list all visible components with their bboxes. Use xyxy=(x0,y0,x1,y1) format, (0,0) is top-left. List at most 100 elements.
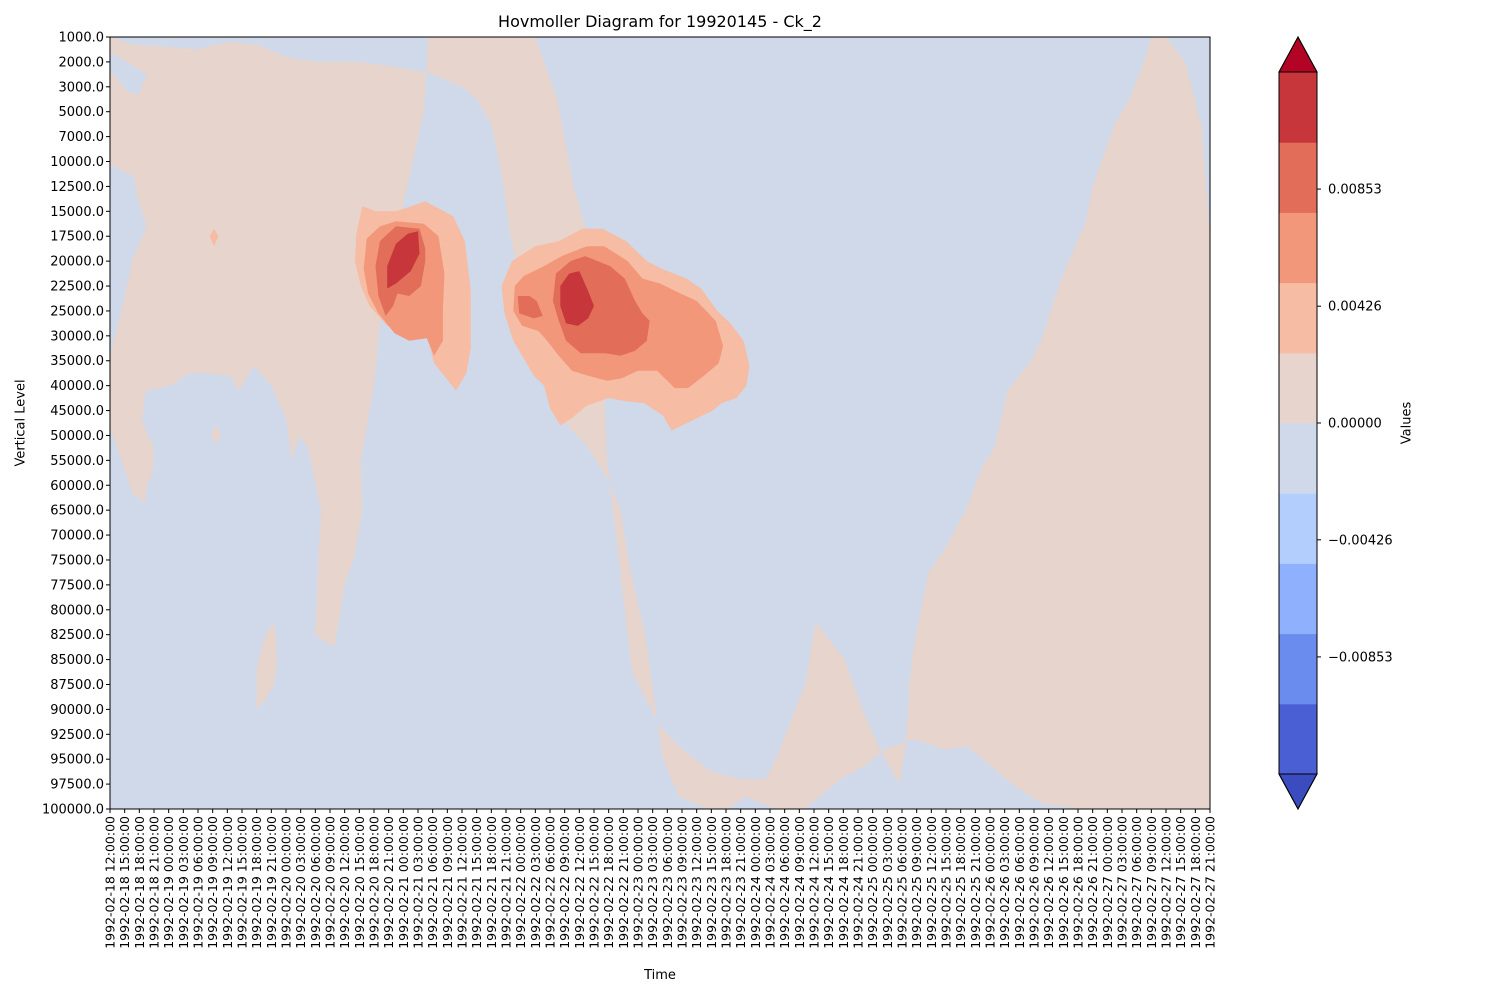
contour-region-7 xyxy=(517,296,543,319)
x-tick-label: 1992-02-27 15:00:00 xyxy=(1173,816,1188,949)
x-tick-label: 1992-02-26 03:00:00 xyxy=(997,816,1012,949)
x-axis-label: Time xyxy=(644,968,676,983)
colorbar-band xyxy=(1279,282,1317,354)
x-tick-label: 1992-02-27 06:00:00 xyxy=(1129,816,1144,949)
colorbar-band xyxy=(1279,493,1317,564)
y-tick-label: 2000.0 xyxy=(59,55,105,70)
y-tick-label: 65000.0 xyxy=(50,504,104,519)
x-axis: 1992-02-18 12:00:00 1992-02-18 15:00:00 19… xyxy=(103,809,1218,949)
x-tick-label: 1992-02-26 15:00:00 xyxy=(1056,816,1071,949)
x-tick-label: 1992-02-22 21:00:00 xyxy=(616,816,631,949)
plot-frame xyxy=(109,36,1211,810)
y-tick-label: 50000.0 xyxy=(50,429,104,444)
colorbar-tick-label: −0.00426 xyxy=(1328,533,1393,548)
x-tick-label: 1992-02-23 03:00:00 xyxy=(645,816,660,949)
y-axis-label: Vertical Level xyxy=(13,379,29,467)
x-tick-label: 1992-02-25 12:00:00 xyxy=(924,816,939,949)
x-tick-label: 1992-02-19 03:00:00 xyxy=(176,816,191,949)
x-tick-label: 1992-02-19 06:00:00 xyxy=(191,816,206,949)
chart-title: Hovmoller Diagram for 19920145 - Ck_2 xyxy=(498,12,822,31)
x-tick-label: 1992-02-26 21:00:00 xyxy=(1085,816,1100,949)
y-tick-label: 15000.0 xyxy=(50,205,104,220)
x-tick-label: 1992-02-26 09:00:00 xyxy=(1027,816,1042,949)
x-tick-label: 1992-02-26 18:00:00 xyxy=(1071,816,1086,949)
y-tick-label: 45000.0 xyxy=(50,404,104,419)
x-tick-label: 1992-02-21 15:00:00 xyxy=(469,816,484,949)
y-tick-label: 82500.0 xyxy=(50,628,104,643)
y-tick-label: 90000.0 xyxy=(50,703,104,718)
y-tick-label: 70000.0 xyxy=(50,529,104,544)
x-tick-label: 1992-02-24 12:00:00 xyxy=(807,816,822,949)
x-tick-label: 1992-02-20 03:00:00 xyxy=(293,816,308,949)
x-tick-label: 1992-02-21 00:00:00 xyxy=(396,816,411,949)
x-tick-label: 1992-02-25 18:00:00 xyxy=(953,816,968,949)
y-tick-label: 92500.0 xyxy=(50,728,104,743)
colorbar-band xyxy=(1279,352,1317,424)
y-tick-label: 3000.0 xyxy=(59,80,105,95)
x-tick-label: 1992-02-21 06:00:00 xyxy=(425,816,440,949)
y-tick-label: 1000.0 xyxy=(59,31,105,46)
x-tick-label: 1992-02-19 18:00:00 xyxy=(249,816,264,949)
colorbar-tick-label: 0.00426 xyxy=(1328,300,1382,315)
y-tick-label: 5000.0 xyxy=(59,105,105,120)
x-tick-label: 1992-02-27 00:00:00 xyxy=(1100,816,1115,949)
x-tick-label: 1992-02-19 12:00:00 xyxy=(220,816,235,949)
x-tick-label: 1992-02-20 06:00:00 xyxy=(308,816,323,949)
x-tick-label: 1992-02-25 15:00:00 xyxy=(939,816,954,949)
contour-layer xyxy=(110,37,1210,809)
y-tick-label: 60000.0 xyxy=(50,479,104,494)
x-tick-label: 1992-02-22 09:00:00 xyxy=(557,816,572,949)
x-tick-label: 1992-02-23 09:00:00 xyxy=(675,816,690,949)
y-tick-label: 77500.0 xyxy=(50,578,104,593)
y-tick-label: 95000.0 xyxy=(50,753,104,768)
colorbar-band xyxy=(1279,563,1317,635)
x-tick-label: 1992-02-23 12:00:00 xyxy=(689,816,704,949)
x-tick-label: 1992-02-27 03:00:00 xyxy=(1115,816,1130,949)
x-tick-label: 1992-02-22 12:00:00 xyxy=(572,816,587,949)
y-tick-label: 100000.0 xyxy=(42,803,104,818)
y-tick-label: 87500.0 xyxy=(50,678,104,693)
x-tick-label: 1992-02-23 21:00:00 xyxy=(733,816,748,949)
x-tick-label: 1992-02-22 06:00:00 xyxy=(543,816,558,949)
x-tick-label: 1992-02-20 12:00:00 xyxy=(337,816,352,949)
x-tick-label: 1992-02-27 09:00:00 xyxy=(1144,816,1159,949)
colorbar: 0.00853 0.00426 0.00000 −0.00426 −0.00853 xyxy=(1278,35,1393,811)
colorbar-extend-max xyxy=(1278,35,1318,73)
colorbar-extend-min xyxy=(1278,773,1318,811)
y-tick-label: 40000.0 xyxy=(50,379,104,394)
colorbar-band xyxy=(1279,423,1317,494)
x-tick-label: 1992-02-20 18:00:00 xyxy=(367,816,382,949)
x-tick-label: 1992-02-23 18:00:00 xyxy=(719,816,734,949)
y-tick-label: 20000.0 xyxy=(50,255,104,270)
x-tick-label: 1992-02-24 03:00:00 xyxy=(763,816,778,949)
y-tick-label: 12500.0 xyxy=(50,180,104,195)
x-tick-label: 1992-02-24 18:00:00 xyxy=(836,816,851,949)
x-tick-label: 1992-02-22 15:00:00 xyxy=(587,816,602,949)
contour-region-10 xyxy=(211,425,222,446)
x-tick-label: 1992-02-21 09:00:00 xyxy=(440,816,455,949)
x-tick-label: 1992-02-25 03:00:00 xyxy=(880,816,895,949)
x-tick-label: 1992-02-18 15:00:00 xyxy=(117,816,132,949)
x-tick-label: 1992-02-18 12:00:00 xyxy=(103,816,118,949)
y-tick-label: 75000.0 xyxy=(50,553,104,568)
x-tick-label: 1992-02-25 21:00:00 xyxy=(968,816,983,949)
x-tick-label: 1992-02-25 09:00:00 xyxy=(909,816,924,949)
y-axis: 1000.0 2000.0 3000.0 5000.0 7000.0 10000.0 125… xyxy=(42,31,110,818)
x-tick-label: 1992-02-23 00:00:00 xyxy=(631,816,646,949)
x-tick-label: 1992-02-26 12:00:00 xyxy=(1041,816,1056,949)
colorbar-outline xyxy=(1278,35,1318,811)
x-tick-label: 1992-02-20 15:00:00 xyxy=(352,816,367,949)
x-tick-label: 1992-02-20 21:00:00 xyxy=(381,816,396,949)
x-tick-label: 1992-02-24 06:00:00 xyxy=(777,816,792,949)
contour-region-12 xyxy=(209,228,219,247)
x-tick-label: 1992-02-19 21:00:00 xyxy=(264,816,279,949)
colorbar-tick-label: 0.00000 xyxy=(1328,417,1382,432)
contour-region-8 xyxy=(387,231,420,289)
x-tick-label: 1992-02-27 21:00:00 xyxy=(1203,816,1218,949)
x-tick-label: 1992-02-18 18:00:00 xyxy=(132,816,147,949)
x-tick-label: 1992-02-18 21:00:00 xyxy=(147,816,162,949)
y-tick-label: 25000.0 xyxy=(50,304,104,319)
contour-region-9 xyxy=(560,271,594,326)
